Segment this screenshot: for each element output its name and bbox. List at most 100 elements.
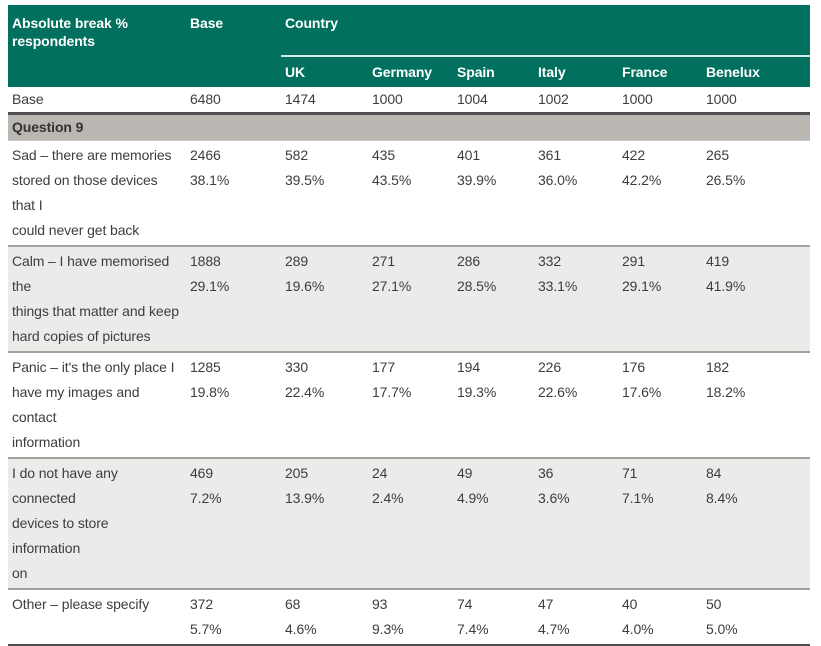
row-label: I do not have any connected devices to s… — [8, 457, 186, 589]
row-label: Sad – there are memories stored on those… — [12, 147, 172, 238]
count-value: 289 — [285, 253, 309, 269]
column-header-benelux: Benelux — [702, 56, 811, 87]
stat-cell: 176 17.6% — [618, 351, 702, 458]
row-label: Calm – I have memorised the things that … — [8, 245, 186, 352]
stat-cell: 271 27.1% — [368, 245, 453, 352]
base-value-benelux: 1000 — [702, 87, 811, 115]
stat-cell: 50 5.0% — [702, 588, 811, 646]
count-value: 84 — [706, 465, 722, 481]
base-value-uk: 1474 — [281, 87, 368, 115]
count-value: 265 — [706, 147, 730, 163]
count-value: 401 — [457, 147, 481, 163]
stat-cell: 1888 29.1% — [186, 245, 281, 352]
answer-row-panic: Panic – it's the only place I have my im… — [8, 351, 811, 458]
count-value: 582 — [285, 147, 309, 163]
pct-value: 39.9% — [457, 172, 497, 188]
base-value-total: 6480 — [186, 87, 281, 115]
pct-value: 13.9% — [285, 490, 325, 506]
row-label: Panic – it's the only place I have my im… — [8, 351, 186, 458]
stat-cell: 372 5.7% — [186, 588, 281, 646]
header-row-countries: UK Germany Spain Italy France Benelux — [8, 56, 811, 87]
stat-cell: 286 28.5% — [453, 245, 534, 352]
column-header-respondents: Absolute break % respondents — [8, 5, 186, 87]
pct-value: 19.8% — [190, 384, 230, 400]
count-value: 68 — [285, 596, 301, 612]
count-value: 1888 — [190, 253, 221, 269]
count-value: 422 — [622, 147, 646, 163]
column-group-country: Country — [281, 5, 811, 57]
pct-value: 18.2% — [706, 384, 746, 400]
pct-value: 17.7% — [372, 384, 412, 400]
count-value: 271 — [372, 253, 396, 269]
pct-value: 22.6% — [538, 384, 578, 400]
survey-results-table: Absolute break % respondents Base Countr… — [8, 5, 811, 646]
stat-cell: 74 7.4% — [453, 588, 534, 646]
count-value: 74 — [457, 596, 473, 612]
count-value: 372 — [190, 596, 214, 612]
count-value: 50 — [706, 596, 722, 612]
pct-value: 33.1% — [538, 278, 578, 294]
pct-value: 26.5% — [706, 172, 746, 188]
count-value: 286 — [457, 253, 481, 269]
stat-cell: 93 9.3% — [368, 588, 453, 646]
stat-cell: 40 4.0% — [618, 588, 702, 646]
pct-value: 29.1% — [190, 278, 230, 294]
stat-cell: 330 22.4% — [281, 351, 368, 458]
count-value: 330 — [285, 359, 309, 375]
count-value: 226 — [538, 359, 562, 375]
pct-value: 19.6% — [285, 278, 325, 294]
pct-value: 43.5% — [372, 172, 412, 188]
count-value: 194 — [457, 359, 481, 375]
pct-value: 2.4% — [372, 490, 404, 506]
pct-value: 27.1% — [372, 278, 412, 294]
count-value: 71 — [622, 465, 638, 481]
pct-value: 41.9% — [706, 278, 746, 294]
stat-cell: 47 4.7% — [534, 588, 618, 646]
stat-cell: 71 7.1% — [618, 457, 702, 589]
base-row: Base 6480 1474 1000 1004 1002 1000 1000 — [8, 87, 811, 115]
count-value: 419 — [706, 253, 730, 269]
pct-value: 4.0% — [622, 621, 654, 637]
stat-cell: 49 4.9% — [453, 457, 534, 589]
stat-cell: 289 19.6% — [281, 245, 368, 352]
answer-row-other: Other – please specify 372 5.7% 68 4.6% … — [8, 588, 811, 646]
column-header-uk: UK — [281, 56, 368, 87]
count-value: 205 — [285, 465, 309, 481]
pct-value: 4.7% — [538, 621, 570, 637]
pct-value: 5.7% — [190, 621, 222, 637]
stat-cell: 265 26.5% — [702, 141, 810, 247]
count-value: 176 — [622, 359, 646, 375]
pct-value: 36.0% — [538, 172, 578, 188]
count-value: 469 — [190, 465, 214, 481]
base-value-france: 1000 — [618, 87, 702, 115]
stat-cell: 68 4.6% — [281, 588, 368, 646]
pct-value: 4.9% — [457, 490, 489, 506]
stat-cell: 2466 38.1% — [186, 141, 281, 247]
pct-value: 19.3% — [457, 384, 497, 400]
stat-cell: 361 36.0% — [534, 141, 618, 247]
pct-value: 7.1% — [622, 490, 654, 506]
count-value: 24 — [372, 465, 388, 481]
stat-cell: 1285 19.8% — [186, 351, 281, 458]
pct-value: 8.4% — [706, 490, 738, 506]
section-label: Question 9 — [8, 113, 811, 141]
count-value: 177 — [372, 359, 396, 375]
pct-value: 7.4% — [457, 621, 489, 637]
column-header-italy: Italy — [534, 56, 618, 87]
answer-row-no-devices: I do not have any connected devices to s… — [8, 457, 811, 589]
column-header-spain: Spain — [453, 56, 534, 87]
stat-cell: 422 42.2% — [618, 141, 702, 247]
count-value: 435 — [372, 147, 396, 163]
stat-cell: 177 17.7% — [368, 351, 453, 458]
stat-cell: 332 33.1% — [534, 245, 618, 352]
count-value: 2466 — [190, 147, 221, 163]
count-value: 182 — [706, 359, 730, 375]
pct-value: 7.2% — [190, 490, 222, 506]
stat-cell: 24 2.4% — [368, 457, 453, 589]
count-value: 40 — [622, 596, 638, 612]
answer-row-calm: Calm – I have memorised the things that … — [8, 245, 811, 352]
count-value: 49 — [457, 465, 473, 481]
count-value: 1285 — [190, 359, 221, 375]
stat-cell: 401 39.9% — [453, 141, 534, 247]
